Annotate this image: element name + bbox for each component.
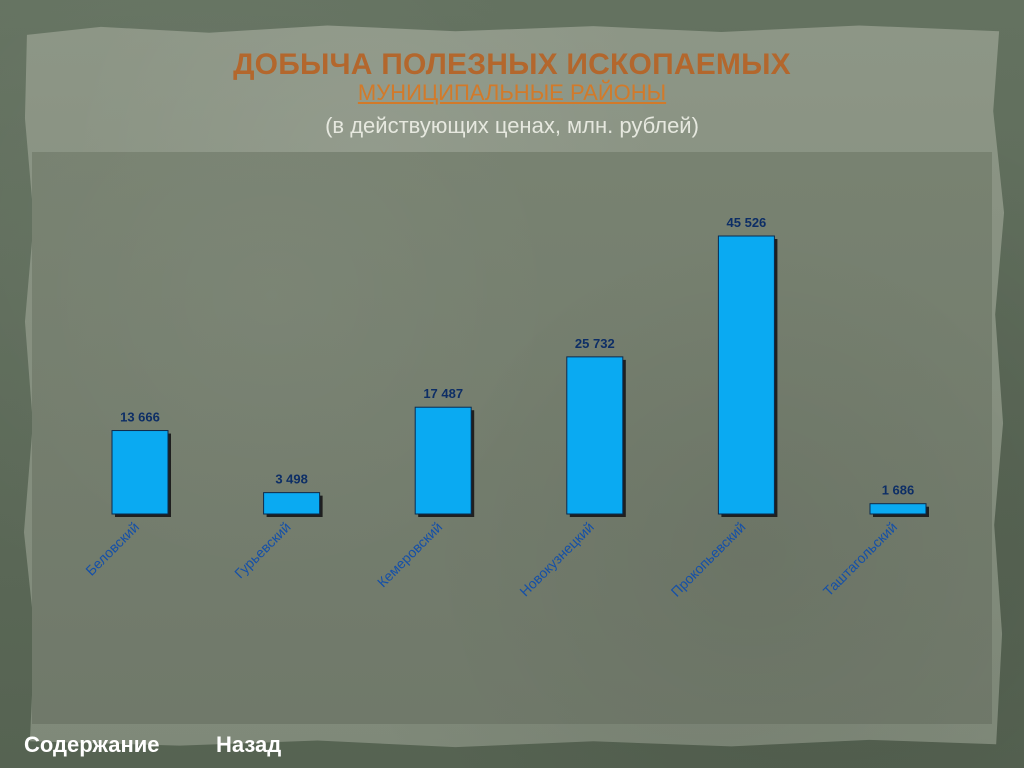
chart-panel <box>32 152 992 724</box>
bar-value-label: 1 686 <box>882 483 915 498</box>
bar <box>717 235 775 515</box>
bar-value-label: 17 487 <box>423 386 463 401</box>
bar <box>263 492 321 515</box>
category-label: Кемеровский <box>374 519 445 590</box>
bar <box>566 356 624 515</box>
bar <box>414 406 472 515</box>
category-label: Прокопьевский <box>668 519 749 600</box>
page-subtitle-text: МУНИЦИПАЛЬНЫЕ РАЙОНЫ <box>357 80 667 105</box>
bar-value-label: 25 732 <box>575 336 615 351</box>
category-label: Новокузнецкий <box>516 519 597 600</box>
category-label: Таштагольский <box>820 519 900 599</box>
contents-link[interactable]: Содержание <box>24 732 160 757</box>
bar <box>111 430 169 515</box>
category-label: Беловский <box>82 519 142 579</box>
back-link[interactable]: Назад <box>216 732 282 757</box>
page-subtitle: МУНИЦИПАЛЬНЫЕ РАЙОНЫ <box>0 80 1024 106</box>
bar-value-label: 45 526 <box>727 215 767 230</box>
bar-value-label: 3 498 <box>275 472 308 487</box>
category-label: Гурьевский <box>231 519 294 582</box>
units-caption: (в действующих ценах, млн. рублей) <box>325 113 699 138</box>
bar <box>869 503 927 515</box>
page-title: ДОБЫЧА ПОЛЕЗНЫХ ИСКОПАЕМЫХ <box>233 48 791 81</box>
bar-value-label: 13 666 <box>120 410 160 425</box>
